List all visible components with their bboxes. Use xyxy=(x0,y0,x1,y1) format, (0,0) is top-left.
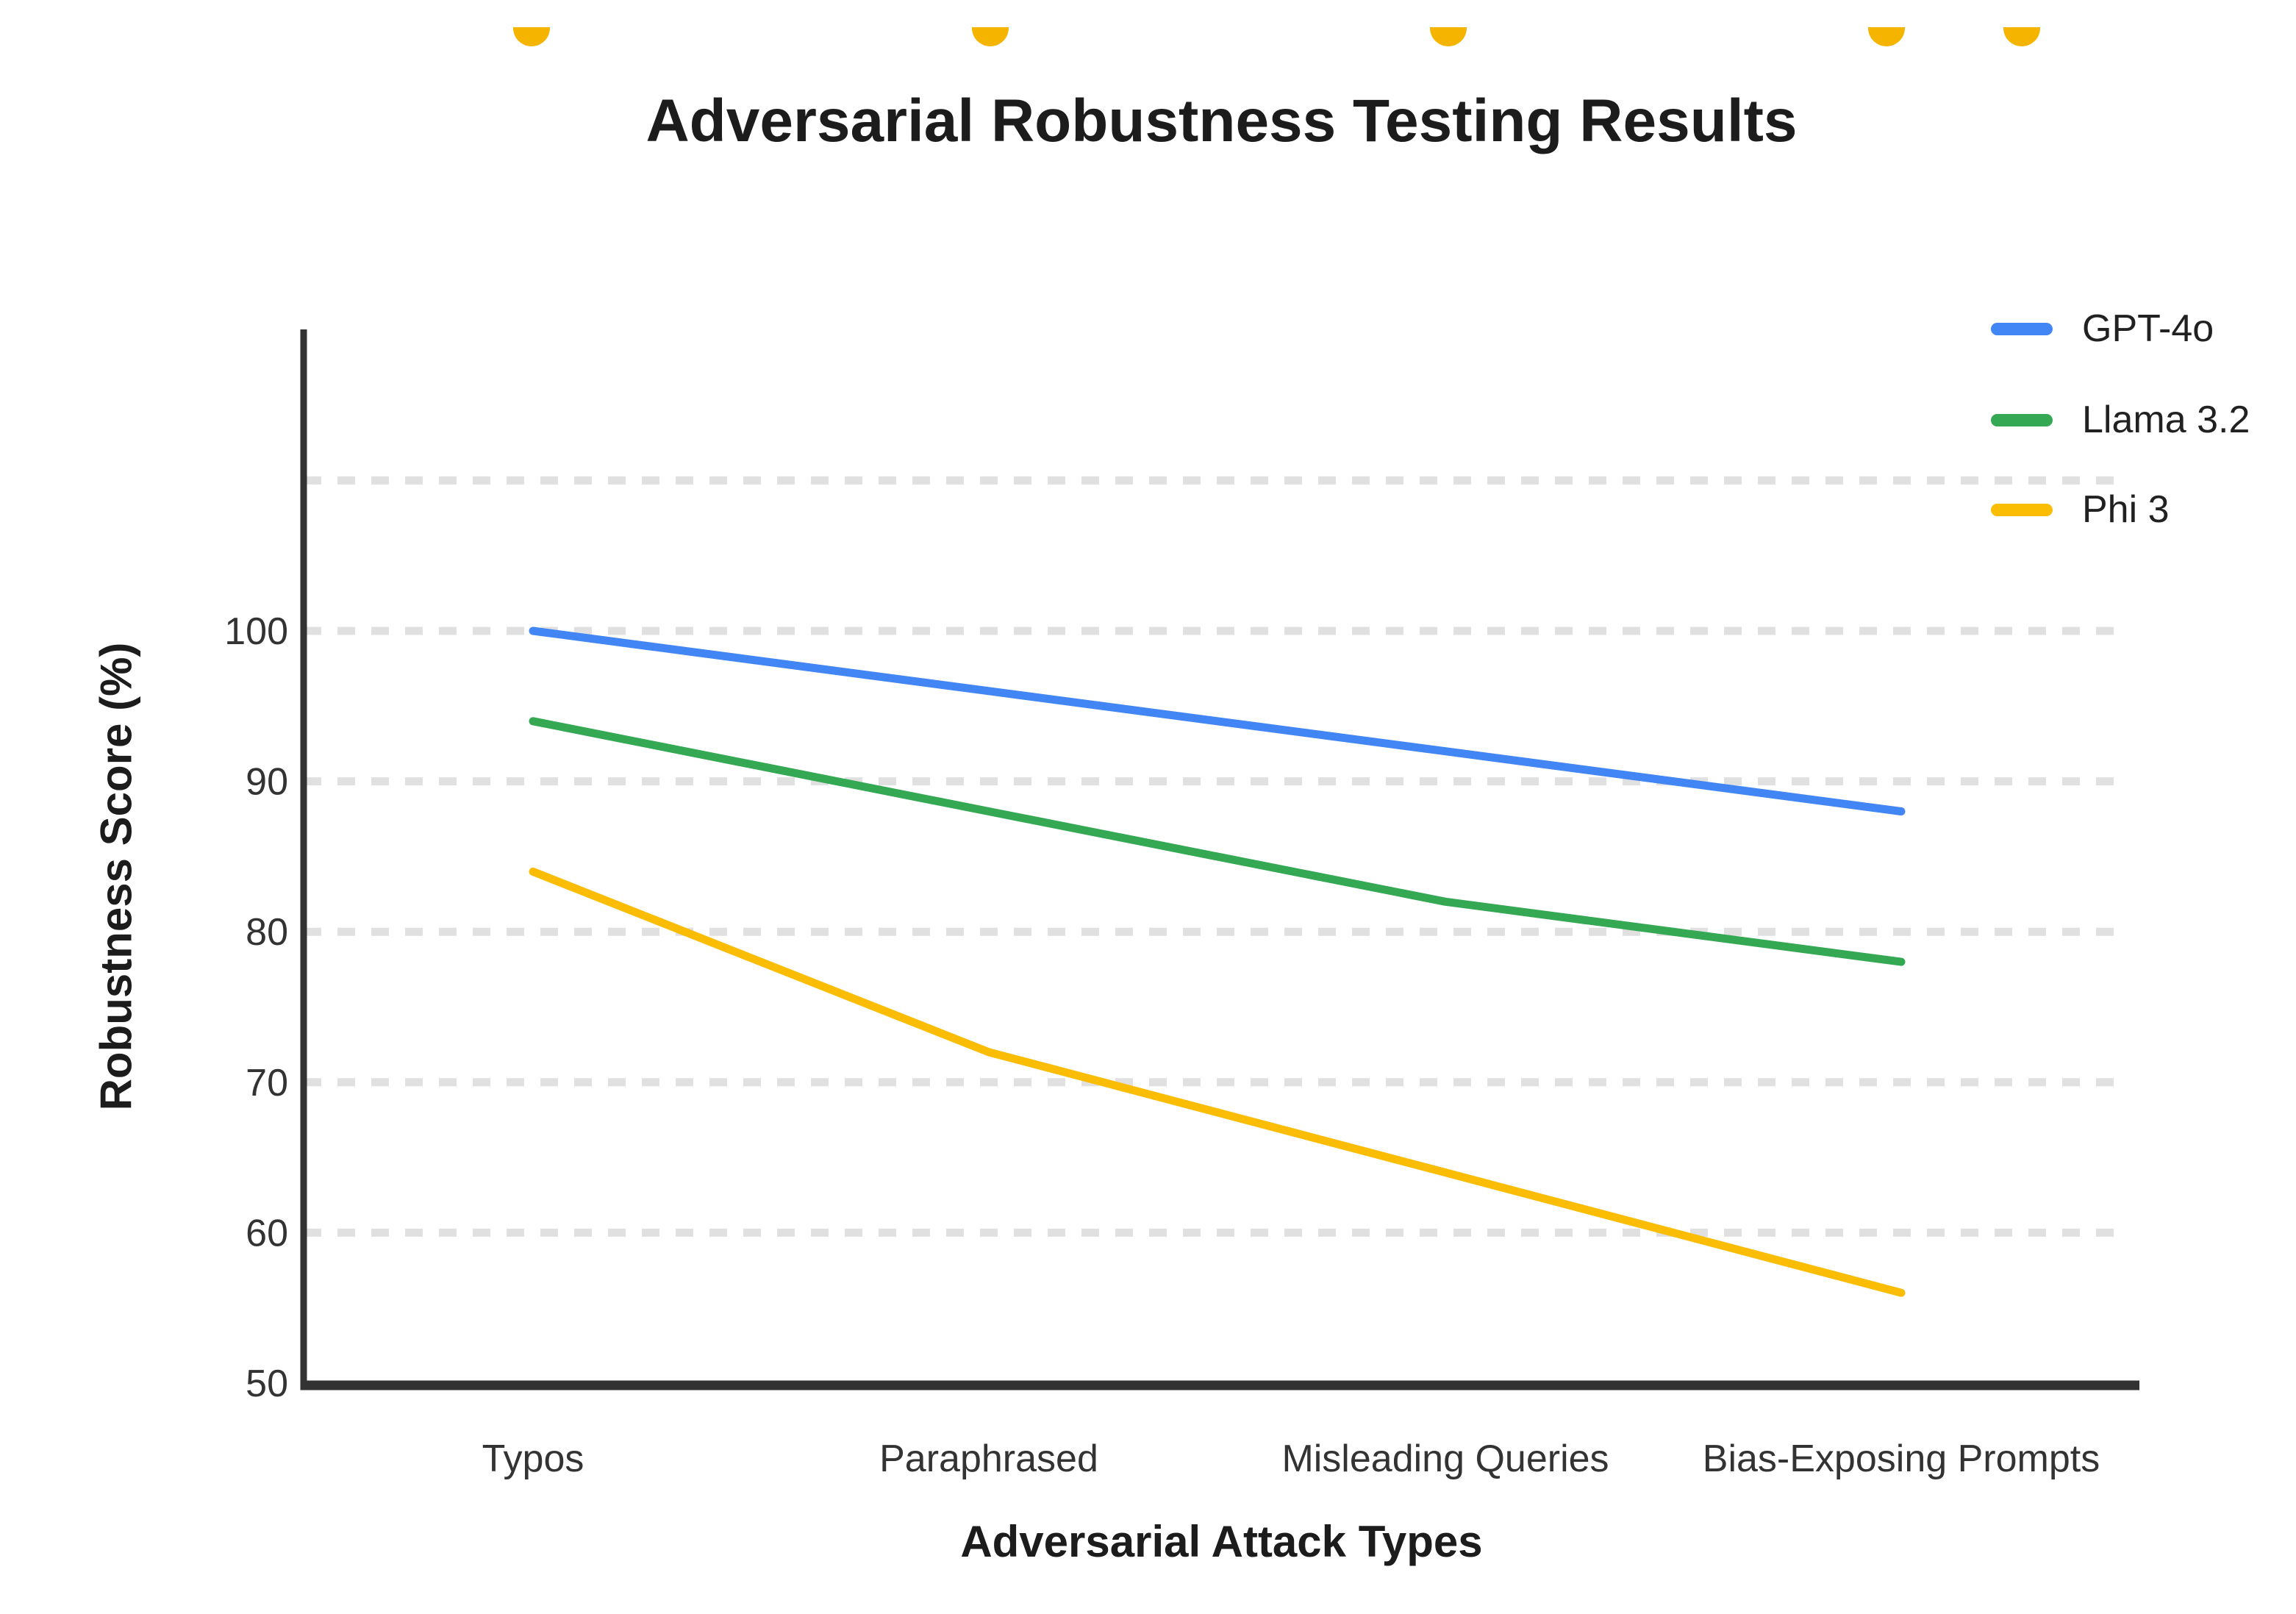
legend-label: GPT-4o xyxy=(2082,307,2214,350)
x-category-label-3: Misleading Queries xyxy=(1281,1438,1609,1480)
y-tick-label-90: 90 xyxy=(246,761,288,804)
chart-title: Adversarial Robustness Testing Results xyxy=(645,88,1798,154)
legend-item-gpt-4o[interactable]: GPT-4o xyxy=(1991,307,2214,351)
legend-item-llama-3-2[interactable]: Llama 3.2 xyxy=(1991,398,2250,442)
x-category-label-1: Typos xyxy=(482,1438,584,1480)
legend-label: Phi 3 xyxy=(2082,488,2170,531)
legend-swatch xyxy=(1991,413,2053,426)
series-line-llama-3-2[interactable] xyxy=(529,717,1906,966)
x-category-label-4: Bias-Exposing Prompts xyxy=(1703,1438,2100,1480)
legend-label: Llama 3.2 xyxy=(2082,399,2250,441)
y-tick-label-80: 80 xyxy=(246,911,288,954)
y-tick-label-50: 50 xyxy=(246,1363,288,1405)
x-category-label-2: Paraphrased xyxy=(879,1438,1098,1480)
legend-swatch xyxy=(1991,503,2053,516)
legend-item-phi-3[interactable]: Phi 3 xyxy=(1991,488,2170,532)
y-tick-label-60: 60 xyxy=(246,1212,288,1254)
legend-swatch xyxy=(1991,322,2053,335)
x-axis-title: Adversarial Attack Types xyxy=(960,1517,1483,1566)
series-line-phi-3[interactable] xyxy=(529,867,1906,1297)
series-line-gpt-4o[interactable] xyxy=(529,626,1906,815)
y-tick-label-70: 70 xyxy=(246,1062,288,1104)
y-tick-label-100: 100 xyxy=(224,610,288,653)
